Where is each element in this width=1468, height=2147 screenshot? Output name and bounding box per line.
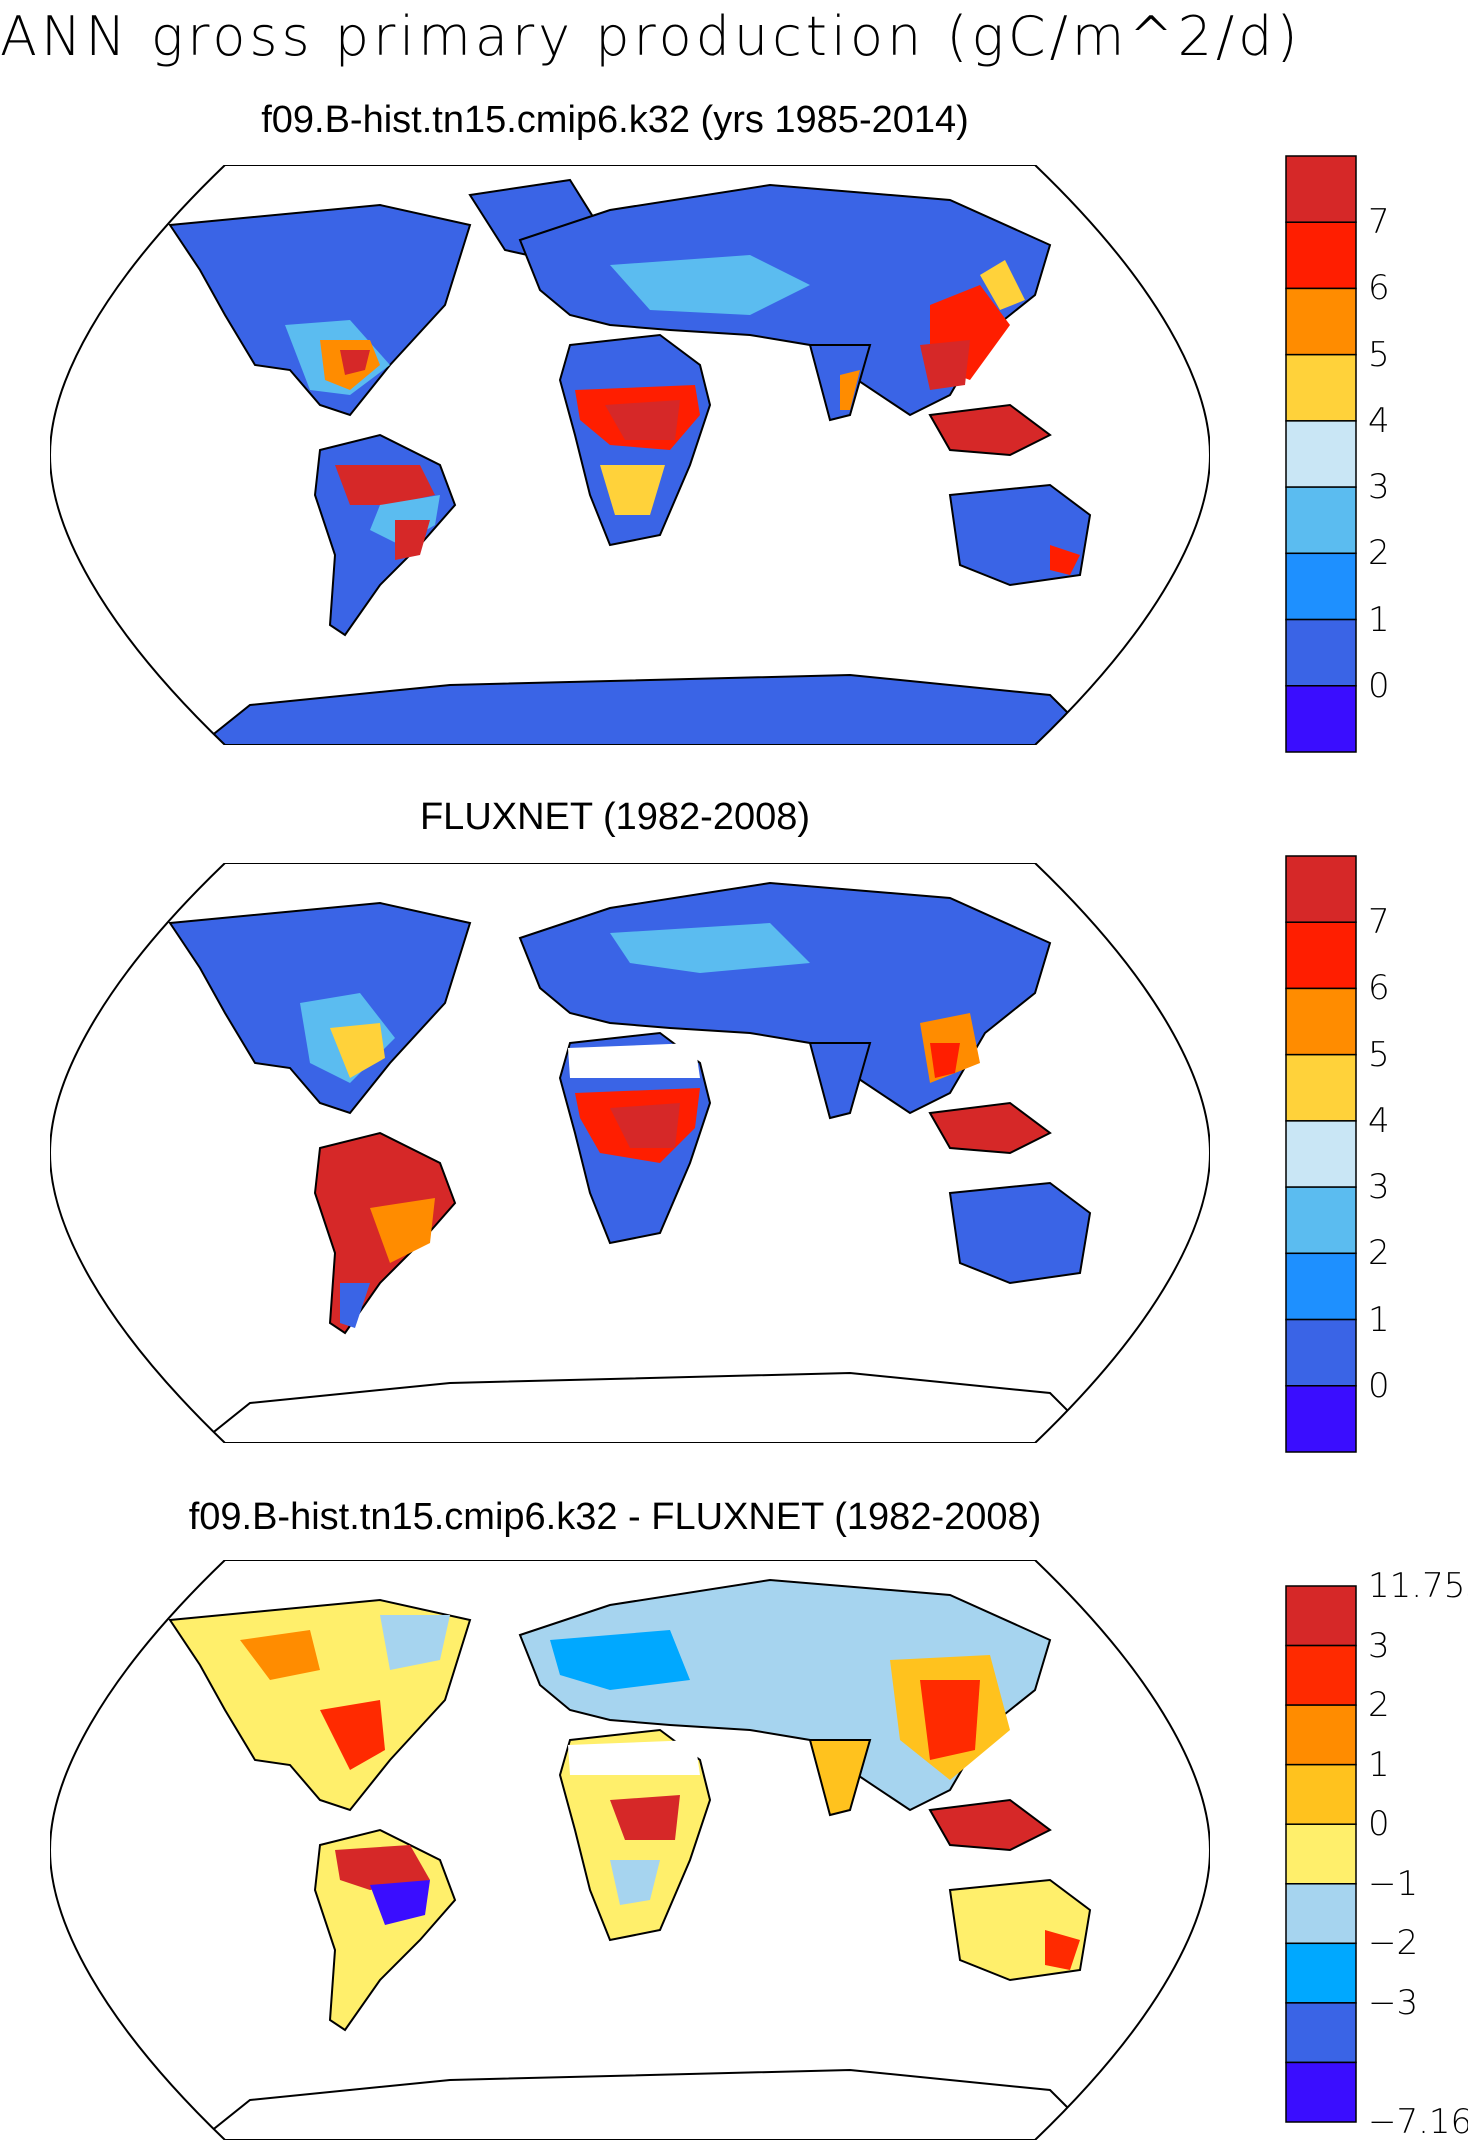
colorbar-tick-label: 2 [1368, 1233, 1390, 1274]
map-border [50, 165, 1210, 745]
colorbar-segment [1285, 353, 1357, 422]
colorbar-tick-label: 5 [1368, 1034, 1390, 1075]
panel-3-title: f09.B-hist.tn15.cmip6.k32 - FLUXNET (198… [188, 1496, 1042, 1538]
map-panel-2-fluxnet [50, 863, 1210, 1443]
colorbar-tick-label: 0 [1368, 1365, 1390, 1406]
colorbar-segment [1285, 552, 1357, 621]
colorbar-tick-label: −1 [1368, 1863, 1419, 1904]
map-panel-1-model [50, 165, 1210, 745]
colorbar-tick-label: 4 [1368, 1100, 1390, 1141]
colorbar-segment [1285, 987, 1357, 1056]
colorbar-segment [1285, 1585, 1357, 1647]
colorbar-segment [1285, 1704, 1357, 1766]
colorbar-tick-label: 7 [1368, 202, 1390, 243]
colorbar-tick-label: 4 [1368, 400, 1390, 441]
colorbar-tick-label: 1 [1368, 1744, 1390, 1785]
colorbar-segment [1285, 1823, 1357, 1885]
colorbar-segment [1285, 1053, 1357, 1122]
colorbar-tick-label: 11.753 [1368, 1566, 1468, 1606]
colorbar-segment [1285, 420, 1357, 488]
colorbar-segment [1285, 2061, 1357, 2123]
colorbar-panel-3 [1285, 1585, 1357, 2123]
colorbar-segment [1285, 1883, 1357, 1945]
colorbar-tick-label: −7.162 [1368, 2102, 1468, 2142]
colorbar-segment [1285, 855, 1357, 923]
colorbar-segment [1285, 921, 1357, 990]
colorbar-segment [1285, 287, 1357, 356]
colorbar-tick-label: 6 [1368, 268, 1390, 309]
colorbar-panel-1 [1285, 155, 1357, 753]
colorbar-tick-label: 2 [1368, 1685, 1390, 1726]
colorbar-tick-label: 3 [1368, 1625, 1390, 1666]
colorbar-panel-2 [1285, 855, 1357, 1453]
colorbar-segment [1285, 685, 1357, 753]
panel-2-title: FLUXNET (1982-2008) [419, 796, 811, 838]
colorbar-tick-label: 7 [1368, 902, 1390, 943]
colorbar-tick-label: 1 [1368, 1299, 1390, 1340]
colorbar-tick-label: 3 [1368, 467, 1390, 508]
colorbar-segment [1285, 2002, 1357, 2064]
map-border [50, 863, 1210, 1443]
figure-title: ANN gross primary production (gC/m^2/d) [0, 5, 1302, 68]
colorbar-tick-label: 1 [1368, 599, 1390, 640]
colorbar-segment [1285, 1385, 1357, 1453]
colorbar-segment [1285, 1644, 1357, 1706]
world-map-svg [50, 863, 1210, 1443]
colorbar-segment [1285, 155, 1357, 223]
world-map-svg [50, 1560, 1210, 2140]
colorbar-segment [1285, 1942, 1357, 2004]
panel-1-title: f09.B-hist.tn15.cmip6.k32 (yrs 1985-2014… [261, 99, 969, 141]
colorbar-segment [1285, 1120, 1357, 1188]
colorbar-tick-label: 6 [1368, 968, 1390, 1009]
map-border [50, 1560, 1210, 2140]
colorbar-tick-label: 0 [1368, 1804, 1390, 1845]
colorbar-tick-label: −2 [1368, 1923, 1419, 1964]
map-panel-3-difference [50, 1560, 1210, 2140]
colorbar-segment [1285, 1763, 1357, 1825]
colorbar-segment [1285, 618, 1357, 687]
colorbar-tick-label: −3 [1368, 1982, 1419, 2023]
colorbar-segment [1285, 221, 1357, 290]
colorbar-segment [1285, 1186, 1357, 1255]
colorbar-tick-label: 2 [1368, 533, 1390, 574]
world-map-svg [50, 165, 1210, 745]
colorbar-segment [1285, 1252, 1357, 1321]
colorbar-tick-label: 3 [1368, 1167, 1390, 1208]
colorbar-segment [1285, 1318, 1357, 1387]
colorbar-tick-label: 5 [1368, 334, 1390, 375]
colorbar-tick-label: 0 [1368, 665, 1390, 706]
colorbar-segment [1285, 486, 1357, 555]
